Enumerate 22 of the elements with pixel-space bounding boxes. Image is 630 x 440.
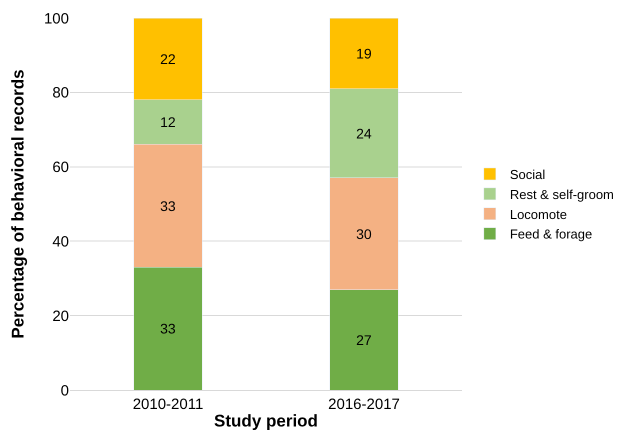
- data-label: 30: [356, 226, 372, 242]
- x-tick-label: 2010-2011: [132, 396, 204, 413]
- legend-label: Rest & self-groom: [510, 186, 614, 202]
- y-tick-label: 40: [52, 233, 69, 250]
- y-tick-label: 100: [44, 10, 69, 28]
- y-tick-label: 20: [52, 308, 69, 325]
- data-label: 12: [160, 114, 176, 130]
- data-label: 33: [160, 320, 176, 337]
- legend-label: Social: [510, 167, 546, 182]
- data-label: 24: [356, 125, 372, 142]
- legend-label: Locomote: [510, 206, 567, 222]
- y-axis-title: Percentage of behavioral records: [8, 69, 28, 339]
- y-tick-label: 60: [52, 159, 69, 176]
- data-label: 19: [356, 45, 372, 62]
- legend-label: Feed & forage: [510, 226, 592, 242]
- x-tick-label: 2016-2017: [328, 396, 400, 413]
- data-label: 33: [160, 198, 176, 214]
- data-label: 22: [160, 50, 176, 67]
- data-label: 27: [356, 332, 372, 348]
- y-tick-label: 0: [60, 382, 69, 400]
- x-axis-title: Study period: [214, 411, 318, 430]
- y-tick-label: 80: [52, 84, 69, 102]
